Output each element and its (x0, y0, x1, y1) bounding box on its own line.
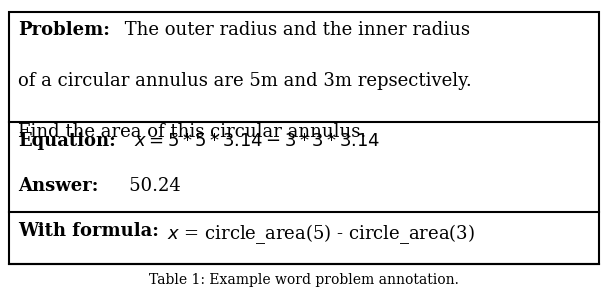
Text: Problem:: Problem: (18, 21, 110, 39)
Text: Find the area of this circular annulus.: Find the area of this circular annulus. (18, 123, 367, 141)
Text: With formula:: With formula: (18, 222, 159, 240)
Text: $x$ = circle_area(5) - circle_area(3): $x$ = circle_area(5) - circle_area(3) (167, 222, 475, 246)
Text: 50.24: 50.24 (112, 177, 181, 195)
FancyBboxPatch shape (9, 12, 599, 264)
Text: of a circular annulus are 5m and 3m repsectively.: of a circular annulus are 5m and 3m reps… (18, 72, 472, 90)
Text: $x = 5 * 5 * 3.14 - 3 * 3 * 3.14$: $x = 5 * 5 * 3.14 - 3 * 3 * 3.14$ (134, 132, 380, 150)
Text: Answer:: Answer: (18, 177, 98, 195)
Text: Equation:: Equation: (18, 132, 116, 150)
Text: The outer radius and the inner radius: The outer radius and the inner radius (119, 21, 469, 39)
Text: Table 1: Example word problem annotation.: Table 1: Example word problem annotation… (149, 273, 459, 287)
